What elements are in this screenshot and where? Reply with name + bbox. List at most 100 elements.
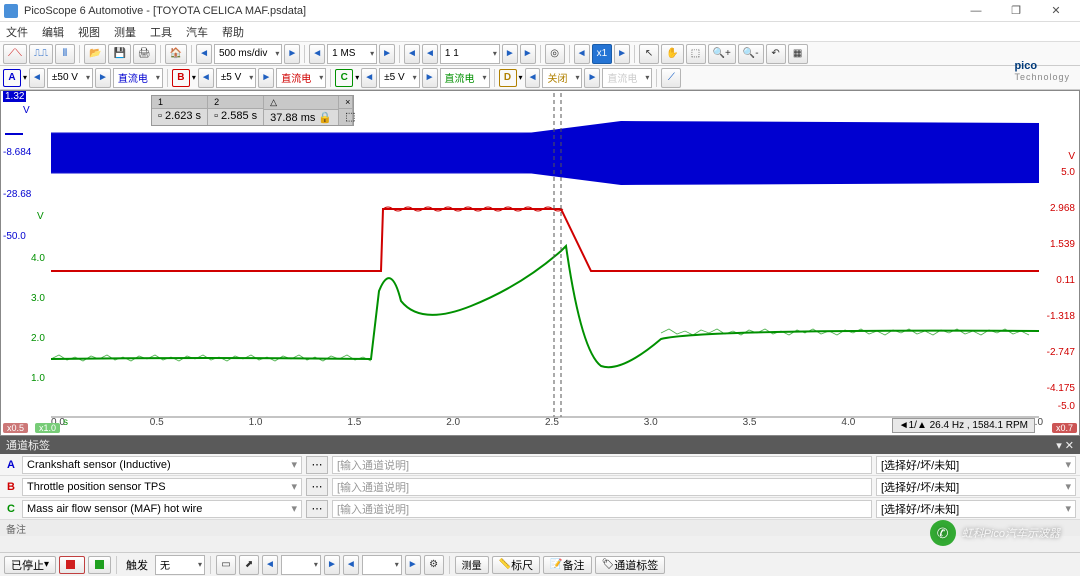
cha-coupling[interactable]: 直流电 <box>113 68 163 88</box>
chb-desc-input[interactable]: [输入通道说明] <box>332 478 872 496</box>
chb-coupling[interactable]: 直流电 <box>276 68 326 88</box>
channel-toolbar: A▾ ◄ ±50 V ► 直流电 B▾ ◄ ±5 V ► 直流电 C▾ ◄ ±5… <box>0 66 1080 90</box>
trig-edge-icon[interactable]: ⬈ <box>239 555 259 575</box>
cha-status-select[interactable]: [选择好/坏/未知] <box>876 456 1076 474</box>
hand-icon[interactable]: ✋ <box>661 44 683 64</box>
pointer-icon[interactable]: ↖ <box>639 44 659 64</box>
cha-desc-input[interactable]: [输入通道说明] <box>332 456 872 474</box>
channel-d-label[interactable]: D <box>499 69 517 87</box>
chb-range[interactable]: ±5 V <box>216 68 257 88</box>
axis-left-c: V 4.0 3.0 2.0 1.0 <box>31 211 61 417</box>
chb-range-prev[interactable]: ◄ <box>198 68 214 88</box>
measure-button[interactable]: 测量 <box>455 556 489 574</box>
save-icon[interactable]: 💾 <box>108 44 130 64</box>
chd-state[interactable]: 关闭 <box>542 68 582 88</box>
chc-range[interactable]: ±5 V <box>379 68 420 88</box>
chb-range-next[interactable]: ► <box>258 68 274 88</box>
trigger-label: 触发 <box>122 557 152 573</box>
zoom-out-btn[interactable]: ◄ <box>574 44 590 64</box>
trigger-mode[interactable]: 无 <box>155 555 205 575</box>
chb-name-select[interactable]: Throttle position sensor TPS <box>22 478 302 496</box>
cha-options[interactable]: ⋯ <box>306 456 328 474</box>
zoom-out-icon[interactable]: 🔍- <box>738 44 764 64</box>
cha-range-next[interactable]: ► <box>95 68 111 88</box>
home-icon[interactable]: 🏠 <box>165 44 187 64</box>
print-icon[interactable]: 🖨 <box>133 44 156 64</box>
timebase-select[interactable]: 500 ms/div <box>214 44 282 64</box>
zoom-x1[interactable]: x1 <box>592 44 613 64</box>
scope-mode-icon[interactable]: ⟋⟍ <box>3 44 27 64</box>
zoom-in-btn[interactable]: ► <box>614 44 630 64</box>
watermark: ✆ 虹科Pico汽车示波器 <box>930 520 1060 546</box>
samples-select[interactable]: 1 MS <box>327 44 377 64</box>
target-icon[interactable]: ◎ <box>545 44 565 64</box>
channel-a-label[interactable]: A <box>3 69 21 87</box>
chc-coupling[interactable]: 直流电 <box>440 68 490 88</box>
menu-edit[interactable]: 编辑 <box>42 24 64 40</box>
maximize-button[interactable]: ❐ <box>996 1 1036 21</box>
chd-range-next[interactable]: ► <box>584 68 600 88</box>
menu-auto[interactable]: 汽车 <box>186 24 208 40</box>
waveform-plot[interactable]: dense 1.32 V -8.684 -28.68 -50.0 V 4.0 3… <box>0 90 1080 436</box>
chc-status-select[interactable]: [选择好/坏/未知] <box>876 500 1076 518</box>
window-title: PicoScope 6 Automotive - [TOYOTA CELICA … <box>24 5 956 17</box>
stop-button[interactable]: 已停止 ▾ <box>4 556 56 574</box>
math-channel-icon[interactable]: ⟋ <box>661 68 681 88</box>
notes-bar[interactable]: 备注 <box>0 520 1080 536</box>
spectrum-icon[interactable]: ⫴ <box>55 44 75 64</box>
menu-view[interactable]: 视图 <box>78 24 100 40</box>
menubar: 文件 编辑 视图 测量 工具 汽车 帮助 <box>0 22 1080 42</box>
menu-help[interactable]: 帮助 <box>222 24 244 40</box>
axis-right-b: V 5.0 2.968 1.539 0.11 -1.318 -2.747 -4.… <box>1039 91 1079 417</box>
cursor-readout[interactable]: 1▫ 2.623 s 2▫ 2.585 s △37.88 ms 🔒 ×⬚ <box>151 95 354 126</box>
chc-desc-input[interactable]: [输入通道说明] <box>332 500 872 518</box>
app-icon <box>4 4 18 18</box>
timebase-next[interactable]: ► <box>284 44 300 64</box>
channel-row-c: C Mass air flow sensor (MAF) hot wire ⋯ … <box>0 498 1080 520</box>
timebase-prev[interactable]: ◄ <box>196 44 212 64</box>
chc-name-select[interactable]: Mass air flow sensor (MAF) hot wire <box>22 500 302 518</box>
zoom-rect-icon[interactable]: ⬚ <box>686 44 706 64</box>
chd-coupling[interactable]: 直流电 <box>602 68 652 88</box>
chc-options[interactable]: ⋯ <box>306 500 328 518</box>
cha-range[interactable]: ±50 V <box>47 68 93 88</box>
frame-next[interactable]: ► <box>502 44 518 64</box>
chc-range-prev[interactable]: ◄ <box>361 68 377 88</box>
channel-row-a: A Crankshaft sensor (Inductive) ⋯ [输入通道说… <box>0 454 1080 476</box>
trig-ch-icon[interactable]: ▭ <box>216 555 236 575</box>
redo-zoom-icon[interactable]: ▦ <box>788 44 808 64</box>
chd-range-prev[interactable]: ◄ <box>525 68 541 88</box>
chc-range-next[interactable]: ► <box>422 68 438 88</box>
channel-panel: A Crankshaft sensor (Inductive) ⋯ [输入通道说… <box>0 454 1080 520</box>
channel-tab[interactable]: 通道标签 <box>6 437 50 453</box>
persistence-icon[interactable]: ⎍⎍ <box>29 44 53 64</box>
zoom-in-icon[interactable]: 🔍+ <box>708 44 736 64</box>
trig-adv-icon[interactable]: ⚙ <box>424 555 444 575</box>
menu-measure[interactable]: 测量 <box>114 24 136 40</box>
notes-button[interactable]: 📝 备注 <box>543 556 591 574</box>
samples-next[interactable]: ► <box>379 44 395 64</box>
close-button[interactable]: ✕ <box>1036 1 1076 21</box>
frame-display[interactable]: 1 1 <box>440 44 500 64</box>
minimize-button[interactable]: — <box>956 1 996 21</box>
samples-prev[interactable]: ◄ <box>309 44 325 64</box>
cha-name-select[interactable]: Crankshaft sensor (Inductive) <box>22 456 302 474</box>
channel-c-label[interactable]: C <box>335 69 353 87</box>
frame-first[interactable]: ◄ <box>404 44 420 64</box>
open-icon[interactable]: 📂 <box>84 44 106 64</box>
undo-zoom-icon[interactable]: ↶ <box>766 44 786 64</box>
record-button[interactable] <box>59 556 85 574</box>
chb-options[interactable]: ⋯ <box>306 478 328 496</box>
chlabel-button[interactable]: 🏷 通道标签 <box>595 556 666 574</box>
ruler-button[interactable]: 📏 标尺 <box>492 556 540 574</box>
menu-file[interactable]: 文件 <box>6 24 28 40</box>
frame-last[interactable]: ► <box>520 44 536 64</box>
channel-b-label[interactable]: B <box>172 69 190 87</box>
run-button[interactable] <box>88 556 111 574</box>
rpm-readout: ◄1/▲ 26.4 Hz , 1584.1 RPM <box>892 418 1035 433</box>
menu-tools[interactable]: 工具 <box>150 24 172 40</box>
chb-status-select[interactable]: [选择好/坏/未知] <box>876 478 1076 496</box>
frame-prev[interactable]: ◄ <box>422 44 438 64</box>
pico-logo: picoTechnology <box>1014 46 1070 82</box>
cha-range-prev[interactable]: ◄ <box>29 68 45 88</box>
